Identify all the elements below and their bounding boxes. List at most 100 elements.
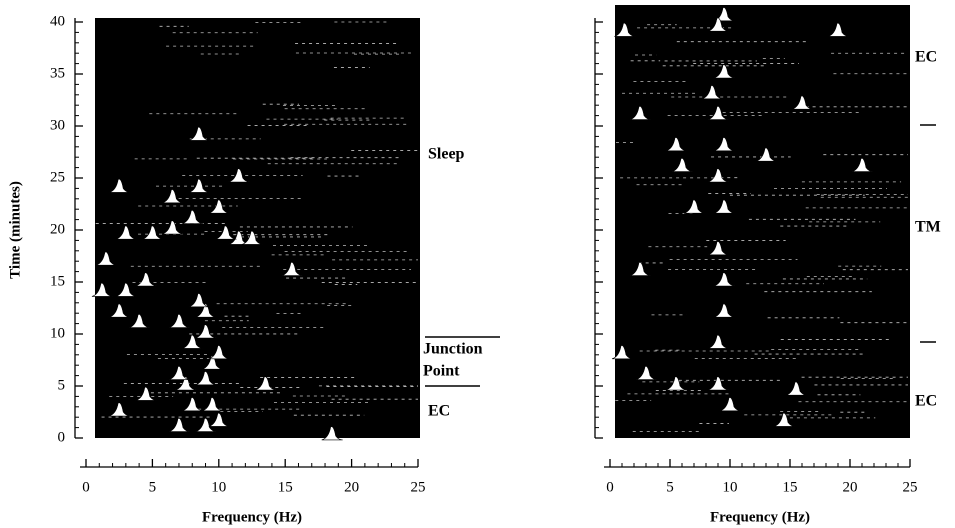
spectral-peak <box>707 17 730 32</box>
annotation: Sleep <box>428 146 465 163</box>
spectral-peak <box>614 22 636 37</box>
spectral-peak <box>713 199 736 214</box>
spectral-peak <box>707 106 730 120</box>
x-tick-label: 15 <box>783 479 798 495</box>
x-tick-label: 0 <box>606 479 614 495</box>
y-axis-title: Time (minutes) <box>7 181 23 279</box>
annotation: EC <box>915 49 937 66</box>
spectral-peak <box>635 366 658 380</box>
spectral-peak <box>188 178 210 193</box>
spectral-peak <box>228 168 250 183</box>
spectral-peak <box>208 199 230 214</box>
spectral-peak <box>321 426 343 441</box>
spectral-peak <box>713 272 736 287</box>
spectral-peak <box>91 282 113 297</box>
spectral-peak <box>255 376 277 391</box>
spectral-peak <box>611 345 634 360</box>
x-tick-label: 10 <box>211 479 226 495</box>
x-axis-title: Frequency (Hz) <box>202 509 302 525</box>
spectral-peak <box>851 158 874 172</box>
spectral-peak <box>713 137 736 152</box>
y-tick-label: 35 <box>50 65 65 81</box>
x-tick-label: 0 <box>82 479 90 495</box>
spectral-peak <box>182 210 204 224</box>
spectral-peak <box>168 418 190 432</box>
spectral-peak <box>707 241 730 256</box>
annotation: Point <box>423 363 460 380</box>
spectral-peak <box>135 272 157 287</box>
x-tick-label: 20 <box>344 479 359 495</box>
spectral-peak <box>109 303 131 318</box>
spectral-peak <box>713 64 736 79</box>
spectral-peak <box>195 324 217 339</box>
spectral-peak <box>202 397 224 412</box>
spectral-peak <box>683 199 706 214</box>
spectral-peak <box>719 397 742 412</box>
y-tick-label: 15 <box>50 273 65 289</box>
spectral-peak <box>671 158 694 172</box>
y-tick-label: 40 <box>50 13 65 29</box>
x-tick-label: 15 <box>278 479 293 495</box>
spectral-peak <box>175 376 197 391</box>
spectral-peak <box>707 168 730 183</box>
spectral-peak <box>195 303 217 318</box>
spectral-peak <box>701 85 724 100</box>
y-tick-label: 0 <box>58 429 66 445</box>
spectral-peak <box>665 376 688 391</box>
x-axis-title: Frequency (Hz) <box>710 509 810 525</box>
spectral-peak <box>773 412 796 427</box>
spectral-peak <box>188 293 210 308</box>
x-tick-label: 25 <box>903 479 918 495</box>
spectral-peak <box>168 366 190 380</box>
spectral-peak <box>109 402 131 417</box>
spectral-peak <box>208 345 230 360</box>
spectral-peak <box>215 225 237 240</box>
spectral-peak <box>629 262 652 276</box>
x-tick-label: 5 <box>666 479 674 495</box>
spectral-peak <box>707 376 730 391</box>
x-tick-label: 5 <box>149 479 157 495</box>
spectral-peak <box>208 412 230 427</box>
annotation: TM <box>915 219 941 236</box>
spectral-peak <box>135 386 157 401</box>
spectral-peak <box>182 334 204 349</box>
spectral-peak <box>109 178 131 193</box>
spectral-peak <box>241 230 264 245</box>
spectral-peak <box>785 381 808 396</box>
annotation: EC <box>428 403 450 420</box>
spectral-peak <box>195 371 217 386</box>
x-tick-label: 20 <box>843 479 858 495</box>
spectral-peak <box>182 397 204 412</box>
y-tick-label: 20 <box>50 221 65 237</box>
annotation: EC <box>915 393 937 410</box>
y-tick-label: 25 <box>50 169 65 185</box>
spectral-peak <box>827 22 850 37</box>
spectral-peak <box>95 251 117 266</box>
y-tick-label: 5 <box>58 377 66 393</box>
spectral-peak <box>629 106 652 120</box>
spectral-peak <box>162 220 184 235</box>
spectral-peak <box>707 334 730 349</box>
spectral-peak <box>713 303 736 318</box>
spectral-peak <box>168 314 190 328</box>
annotation: Junction <box>423 341 483 358</box>
spectral-background <box>95 18 420 438</box>
spectral-peak <box>115 225 137 240</box>
y-tick-label: 10 <box>50 325 65 341</box>
spectral-peak <box>195 418 217 432</box>
spectral-peak <box>115 282 137 297</box>
spectral-peak <box>188 126 210 141</box>
spectral-peak <box>791 95 814 110</box>
spectral-peak <box>665 137 688 152</box>
x-tick-label: 25 <box>411 479 426 495</box>
x-tick-label: 10 <box>723 479 738 495</box>
spectral-peak <box>129 314 151 328</box>
spectral-peak <box>162 189 184 204</box>
spectral-peak <box>281 262 303 276</box>
spectral-peak <box>755 147 778 162</box>
y-tick-label: 30 <box>50 117 65 133</box>
spectral-peak <box>142 225 164 240</box>
spectral-peak <box>713 7 736 22</box>
